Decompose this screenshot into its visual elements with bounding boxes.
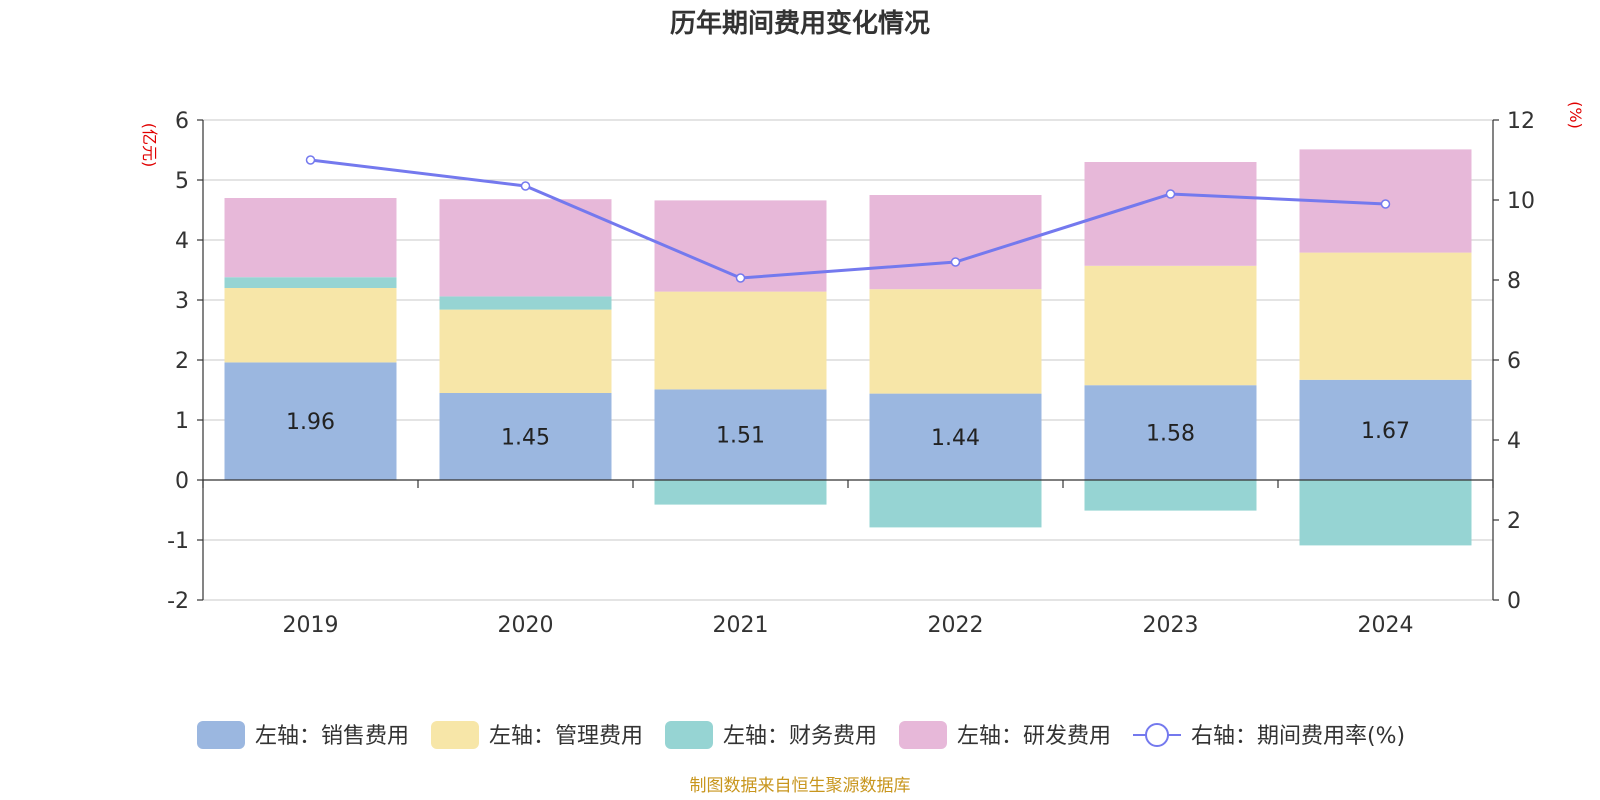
bar-segment [1084, 162, 1257, 266]
right-tick-label: 2 [1507, 509, 1521, 534]
left-tick-label: 1 [175, 409, 189, 434]
bar-value-label: 1.58 [1146, 422, 1195, 447]
chart-title: 历年期间费用变化情况 [670, 8, 930, 39]
legend-label: 左轴：财务费用 [723, 724, 877, 749]
bar-segment [439, 296, 612, 310]
bar-segment [224, 277, 397, 288]
source-note: 制图数据来自恒生聚源数据库 [690, 776, 911, 796]
bar-segment [869, 195, 1042, 290]
legend-label: 左轴：研发费用 [957, 724, 1111, 749]
left-tick-label: 5 [175, 169, 189, 194]
left-tick-label: 3 [175, 289, 189, 314]
category-label: 2021 [713, 613, 769, 638]
legend-marker-swatch [1145, 723, 1169, 747]
rate-point [520, 181, 531, 191]
bar-value-label: 1.51 [716, 424, 765, 449]
legend: 左轴：销售费用 左轴：管理费用 左轴：财务费用 左轴：研发费用 右轴：期间费用率(%) [197, 721, 1405, 749]
bar-value-label: 1.45 [501, 426, 550, 451]
legend-swatch [197, 721, 245, 749]
bar-value-label: 1.44 [931, 426, 980, 451]
left-tick-label: 4 [175, 229, 189, 254]
bar-segment [439, 309, 612, 393]
bar-segment [1084, 385, 1257, 480]
right-tick-label: 6 [1507, 349, 1521, 374]
left-tick-label: -1 [167, 529, 189, 554]
right-tick-label: 8 [1507, 269, 1521, 294]
legend-label: 左轴：管理费用 [489, 724, 643, 749]
bar-segment [869, 393, 1042, 480]
right-tick-label: 10 [1507, 189, 1535, 214]
right-tick-label: 0 [1507, 589, 1521, 614]
bar-segment [224, 198, 397, 278]
category-label: 2020 [498, 613, 554, 638]
bar-value-label: 1.67 [1361, 419, 1410, 444]
legend-label: 左轴：销售费用 [255, 724, 409, 749]
bar-segment [224, 362, 397, 480]
legend-swatch [899, 721, 947, 749]
bar-segment [1084, 480, 1257, 511]
bar-segment [439, 199, 612, 297]
bar-segment [1299, 480, 1472, 546]
bar-segment [1299, 379, 1472, 480]
bar-segment [869, 480, 1042, 528]
right-tick-label: 12 [1507, 109, 1535, 134]
rate-point [1380, 199, 1391, 209]
rate-point [1165, 189, 1176, 199]
bar-segment [654, 291, 827, 390]
left-tick-label: 2 [175, 349, 189, 374]
left-tick-label: -2 [167, 589, 189, 614]
bar-segment [1299, 252, 1472, 380]
left-tick-label: 0 [175, 469, 189, 494]
bar-segment [869, 289, 1042, 394]
data-labels: 1.96 1.45 1.51 1.44 1.58 1.67 [286, 410, 1410, 451]
bar-segment [224, 288, 397, 363]
rate-point [305, 155, 316, 165]
bar-segment [1084, 265, 1257, 386]
right-axis-unit: (%) [1566, 101, 1585, 129]
category-label: 2019 [283, 613, 339, 638]
bar-segment [654, 480, 827, 505]
rate-line-path [310, 158, 1386, 280]
rate-point [950, 257, 961, 267]
right-tick-label: 4 [1507, 429, 1521, 454]
left-axis-unit: (亿元) [140, 123, 159, 168]
category-label: 2024 [1358, 613, 1414, 638]
bar-segment [654, 389, 827, 480]
rate-line [305, 155, 1391, 283]
left-tick-label: 6 [175, 109, 189, 134]
bar-value-label: 1.96 [286, 410, 335, 435]
category-label: 2022 [928, 613, 984, 638]
bar-segment [439, 393, 612, 480]
rate-point [735, 273, 746, 283]
legend-label: 右轴：期间费用率(%) [1191, 724, 1405, 749]
legend-swatch [665, 721, 713, 749]
category-label: 2023 [1143, 613, 1199, 638]
legend-swatch [431, 721, 479, 749]
